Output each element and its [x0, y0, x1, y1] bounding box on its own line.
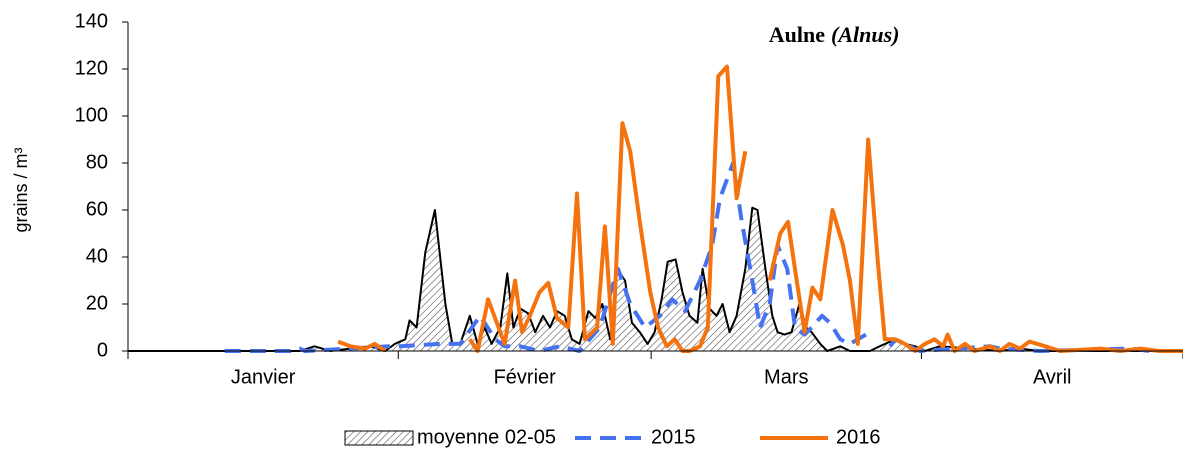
x-category-label: Février [494, 366, 557, 388]
chart-title: Aulne [769, 22, 825, 47]
line [224, 161, 872, 353]
y-tick-label: 100 [75, 104, 108, 126]
x-category-label: Mars [764, 366, 808, 388]
y-tick-label: 60 [86, 198, 108, 220]
chart-title-latin: (Alnus) [831, 22, 899, 47]
y-tick-label: 0 [97, 339, 108, 361]
y-tick-label: 120 [75, 57, 108, 79]
legend-label: 2015 [651, 426, 696, 448]
y-axis-title: grains / m³ [11, 147, 31, 232]
line [468, 64, 748, 353]
x-category-label: Janvier [231, 366, 296, 388]
legend-label: 2016 [836, 426, 881, 448]
x-category-label: Avril [1033, 366, 1072, 388]
legend-swatch [344, 430, 414, 446]
line [128, 206, 1183, 352]
y-tick-label: 40 [86, 245, 108, 267]
y-tick-label: 80 [86, 151, 108, 173]
y-tick-label: 140 [75, 10, 108, 32]
line [337, 339, 387, 353]
line [767, 137, 1183, 353]
legend-label: moyenne 02-05 [417, 426, 556, 448]
y-tick-label: 20 [86, 292, 108, 314]
